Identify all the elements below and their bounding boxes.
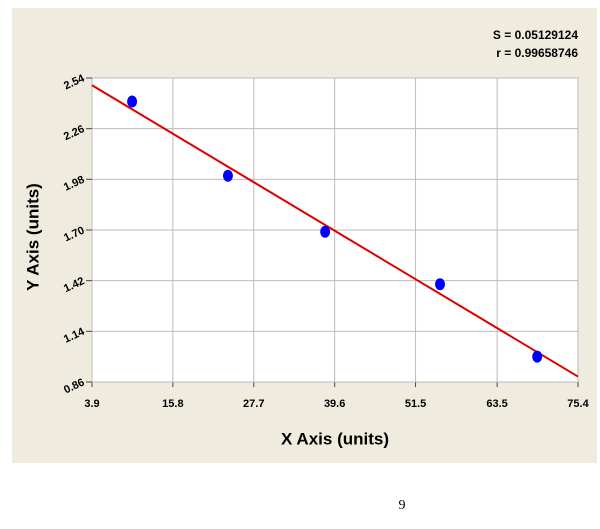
annotation: r = 0.99658746 [496,46,578,60]
point [532,350,543,363]
y-axis-title: Y Axis (units) [23,183,42,291]
point [320,225,331,238]
page-number: 9 [399,498,406,513]
x-tick-label: 3.9 [84,398,99,410]
annotation: S = 0.05129124 [493,28,578,42]
point [435,278,446,291]
fit-line [91,84,579,378]
x-tick-label: 63.5 [486,398,507,410]
x-tick-label: 51.5 [405,398,426,410]
x-tick-label: 27.7 [243,398,264,410]
x-axis-title: X Axis (units) [281,429,389,448]
x-tick-label: 39.6 [324,398,345,410]
x-tick-label: 75.4 [567,398,589,410]
x-tick-label: 15.8 [162,398,183,410]
point [127,95,138,108]
point [222,169,233,182]
